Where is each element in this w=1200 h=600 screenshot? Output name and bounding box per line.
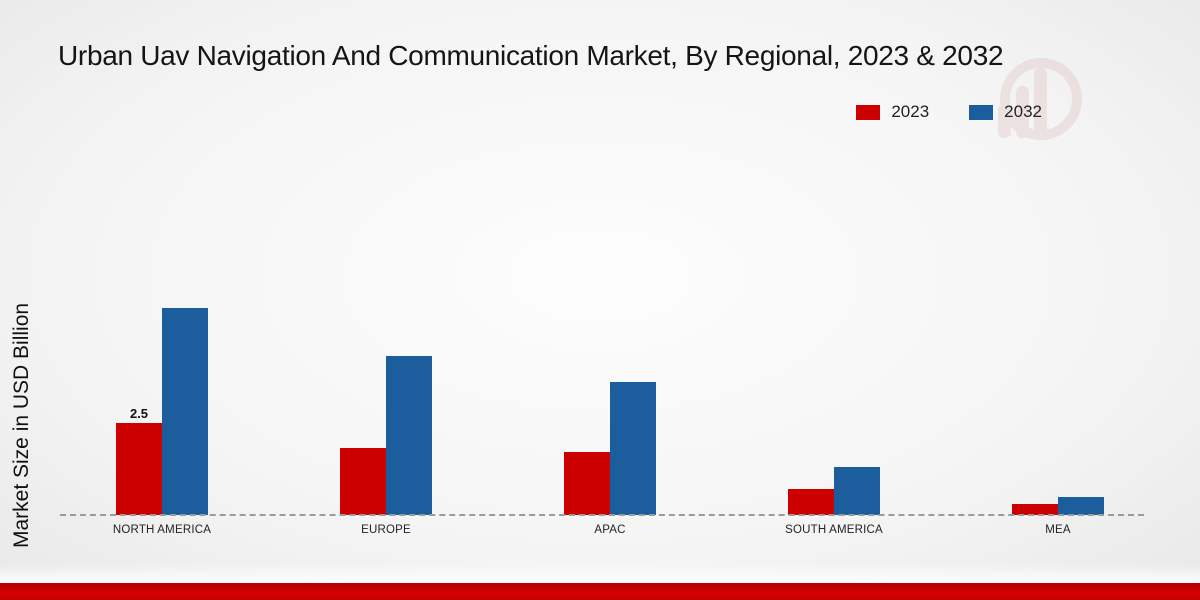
bar-2023-north-america (116, 422, 162, 515)
bar-group-south-america: SOUTH AMERICA (722, 0, 946, 536)
legend-item-2023: 2023 (856, 102, 929, 122)
bar-chart: 2.5 NORTH AMERICA EUROPE APAC SOUTH AMERICA M… (50, 0, 1170, 536)
bar-wrap (788, 489, 834, 515)
category-label-north-america: NORTH AMERICA (112, 524, 212, 536)
bars-row (1012, 496, 1104, 515)
bar-2032-europe (386, 355, 432, 515)
bar-wrap (610, 381, 656, 515)
watermark-bar-icon (1034, 68, 1047, 138)
legend-swatch-2032 (969, 104, 994, 120)
bottom-fade (0, 563, 1200, 583)
bar-wrap (162, 307, 208, 515)
bottom-accent-bar (0, 583, 1200, 600)
bar-2023-south-america (788, 489, 834, 515)
bars-row: 2.5 (116, 307, 208, 515)
bar-group-mea: MEA (946, 0, 1170, 536)
watermark-logo (990, 52, 1082, 144)
x-axis-baseline (60, 514, 1144, 516)
bar-2032-north-america (162, 307, 208, 515)
bars-row (340, 355, 432, 515)
bar-2032-apac (610, 381, 656, 515)
bar-wrap (564, 452, 610, 515)
category-label-south-america: SOUTH AMERICA (785, 524, 883, 536)
bar-2023-apac (564, 452, 610, 515)
bar-2023-mea (1012, 503, 1058, 515)
bar-wrap (340, 448, 386, 515)
category-label-apac: APAC (594, 524, 626, 536)
bar-wrap (834, 466, 880, 515)
legend-item-2032: 2032 (969, 102, 1042, 122)
bar-2023-europe (340, 448, 386, 515)
bars-row (788, 466, 880, 515)
watermark-bar-icon (998, 104, 1011, 138)
bar-value-label-2023-north-america: 2.5 (129, 405, 149, 421)
bar-group-europe: EUROPE (274, 0, 498, 536)
watermark-bar-icon (1016, 86, 1029, 138)
legend: 2023 2032 (856, 102, 1042, 122)
legend-swatch-2023 (856, 104, 881, 120)
category-label-europe: EUROPE (361, 524, 411, 536)
y-axis-label: Market Size in USD Billion (10, 302, 33, 548)
bar-group-north-america: 2.5 NORTH AMERICA (50, 0, 274, 536)
bar-wrap (1058, 496, 1104, 515)
bar-2032-south-america (834, 466, 880, 515)
bar-wrap (1012, 503, 1058, 515)
watermark-ring (1000, 58, 1082, 140)
legend-label: 2032 (1004, 102, 1042, 121)
bars-row (564, 381, 656, 515)
chart-title: Urban Uav Navigation And Communication M… (58, 40, 1004, 71)
legend-label: 2023 (891, 102, 930, 121)
bar-wrap: 2.5 (116, 406, 162, 515)
category-label-mea: MEA (1045, 524, 1071, 536)
bar-2032-mea (1058, 496, 1104, 515)
bar-wrap (386, 355, 432, 515)
bar-group-apac: APAC (498, 0, 722, 536)
